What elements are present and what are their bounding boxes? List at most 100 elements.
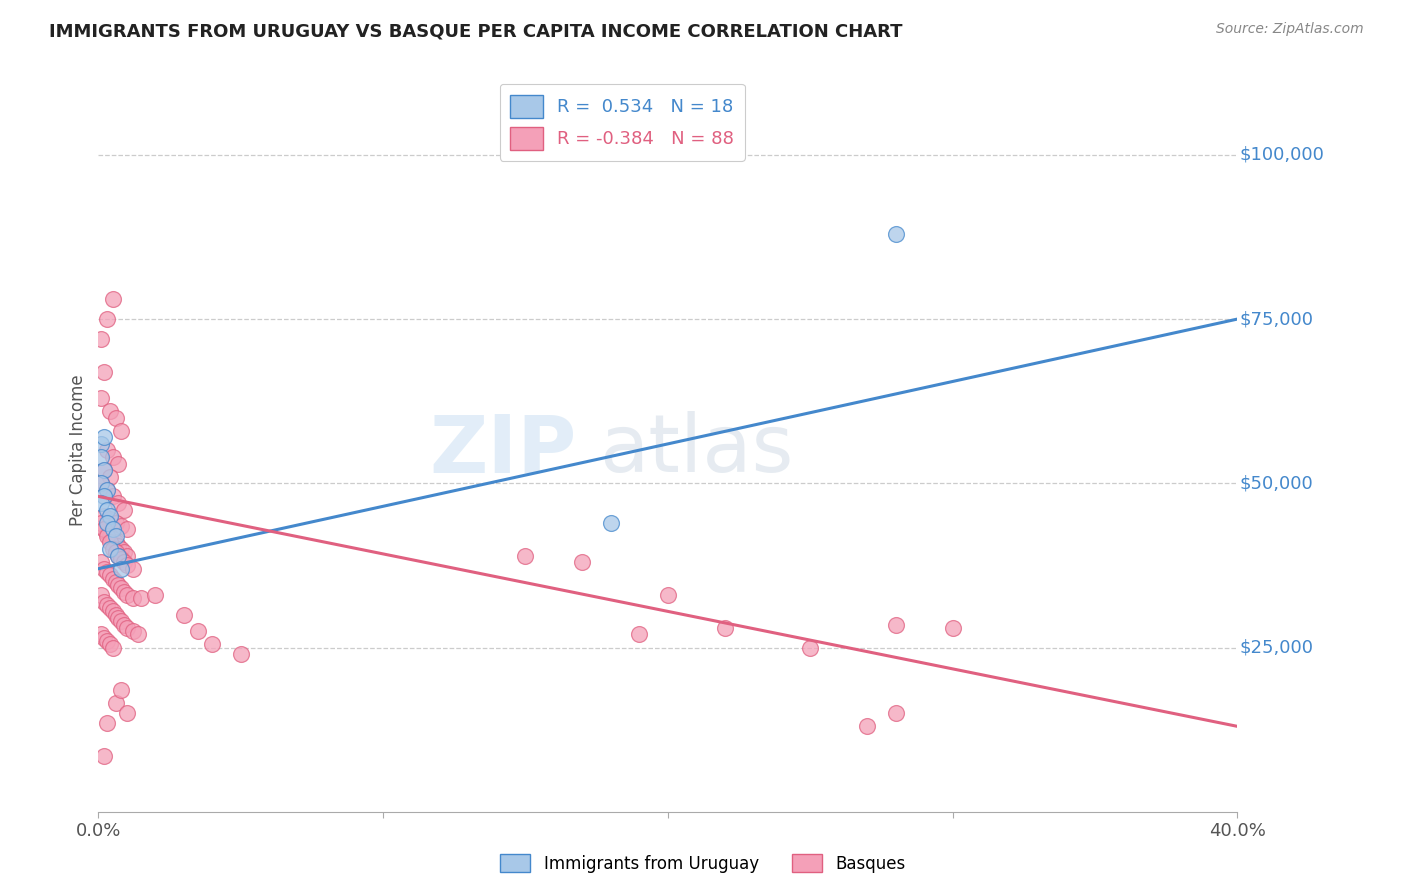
Point [98,541,121,556]
Text: $75,000: $75,000 [1240,310,1313,328]
Point [96,598,118,612]
Point [93,522,115,536]
Point [110,424,132,438]
Point [93,490,115,504]
Point [628,627,651,641]
Text: IMMIGRANTS FROM URUGUAY VS BASQUE PER CAPITA INCOME CORRELATION CHART: IMMIGRANTS FROM URUGUAY VS BASQUE PER CA… [49,22,903,40]
Point [93,463,115,477]
Point [515,549,537,563]
Point [600,516,623,530]
Point [110,614,132,628]
Text: Source: ZipAtlas.com: Source: ZipAtlas.com [1216,22,1364,37]
Point [96,716,118,731]
Text: $100,000: $100,000 [1240,146,1324,164]
Point [93,631,115,645]
Point [96,483,118,497]
Point [121,591,143,606]
Y-axis label: Per Capita Income: Per Capita Income [69,375,87,526]
Point [90,627,112,641]
Point [110,519,132,533]
Point [884,617,907,632]
Point [93,748,115,763]
Point [90,450,112,464]
Point [96,565,118,579]
Point [101,604,124,618]
Point [657,588,679,602]
Point [98,637,121,651]
Point [93,430,115,444]
Point [93,594,115,608]
Point [104,529,127,543]
Text: ZIP: ZIP [429,411,576,490]
Point [115,558,138,573]
Point [110,683,132,698]
Point [201,637,224,651]
Point [101,640,124,655]
Point [98,512,121,526]
Point [799,640,821,655]
Point [107,549,129,563]
Point [115,549,138,563]
Point [110,541,132,556]
Point [90,476,112,491]
Point [93,509,115,524]
Point [90,555,112,569]
Point [101,541,124,556]
Point [101,532,124,546]
Point [115,706,138,721]
Point [942,621,965,635]
Point [112,617,135,632]
Point [107,496,129,510]
Point [90,437,112,451]
Point [98,601,121,615]
Point [110,562,132,576]
Point [96,529,118,543]
Point [229,647,252,661]
Point [90,476,112,491]
Point [96,502,118,516]
Point [104,696,127,710]
Point [173,607,195,622]
Point [104,535,127,549]
Point [121,562,143,576]
Point [107,539,129,553]
Point [90,332,112,346]
Point [884,227,907,241]
Point [96,312,118,326]
Text: $25,000: $25,000 [1240,639,1313,657]
Point [145,588,167,602]
Point [93,365,115,379]
Point [96,516,118,530]
Legend: R =  0.534   N = 18, R = -0.384   N = 88: R = 0.534 N = 18, R = -0.384 N = 88 [499,84,745,161]
Point [93,463,115,477]
Point [110,582,132,596]
Point [101,522,124,536]
Point [884,706,907,721]
Point [93,562,115,576]
Point [110,551,132,566]
Point [104,516,127,530]
Point [90,391,112,405]
Point [112,545,135,559]
Point [90,588,112,602]
Point [96,483,118,497]
Point [98,568,121,582]
Text: $50,000: $50,000 [1240,475,1313,492]
Point [856,719,879,733]
Point [98,535,121,549]
Point [98,529,121,543]
Point [96,634,118,648]
Legend: Immigrants from Uruguay, Basques: Immigrants from Uruguay, Basques [494,847,912,880]
Point [127,627,149,641]
Point [112,555,135,569]
Point [101,490,124,504]
Point [96,443,118,458]
Point [104,607,127,622]
Point [121,624,143,639]
Point [112,502,135,516]
Point [101,450,124,464]
Point [112,584,135,599]
Point [107,611,129,625]
Point [115,522,138,536]
Point [101,293,124,307]
